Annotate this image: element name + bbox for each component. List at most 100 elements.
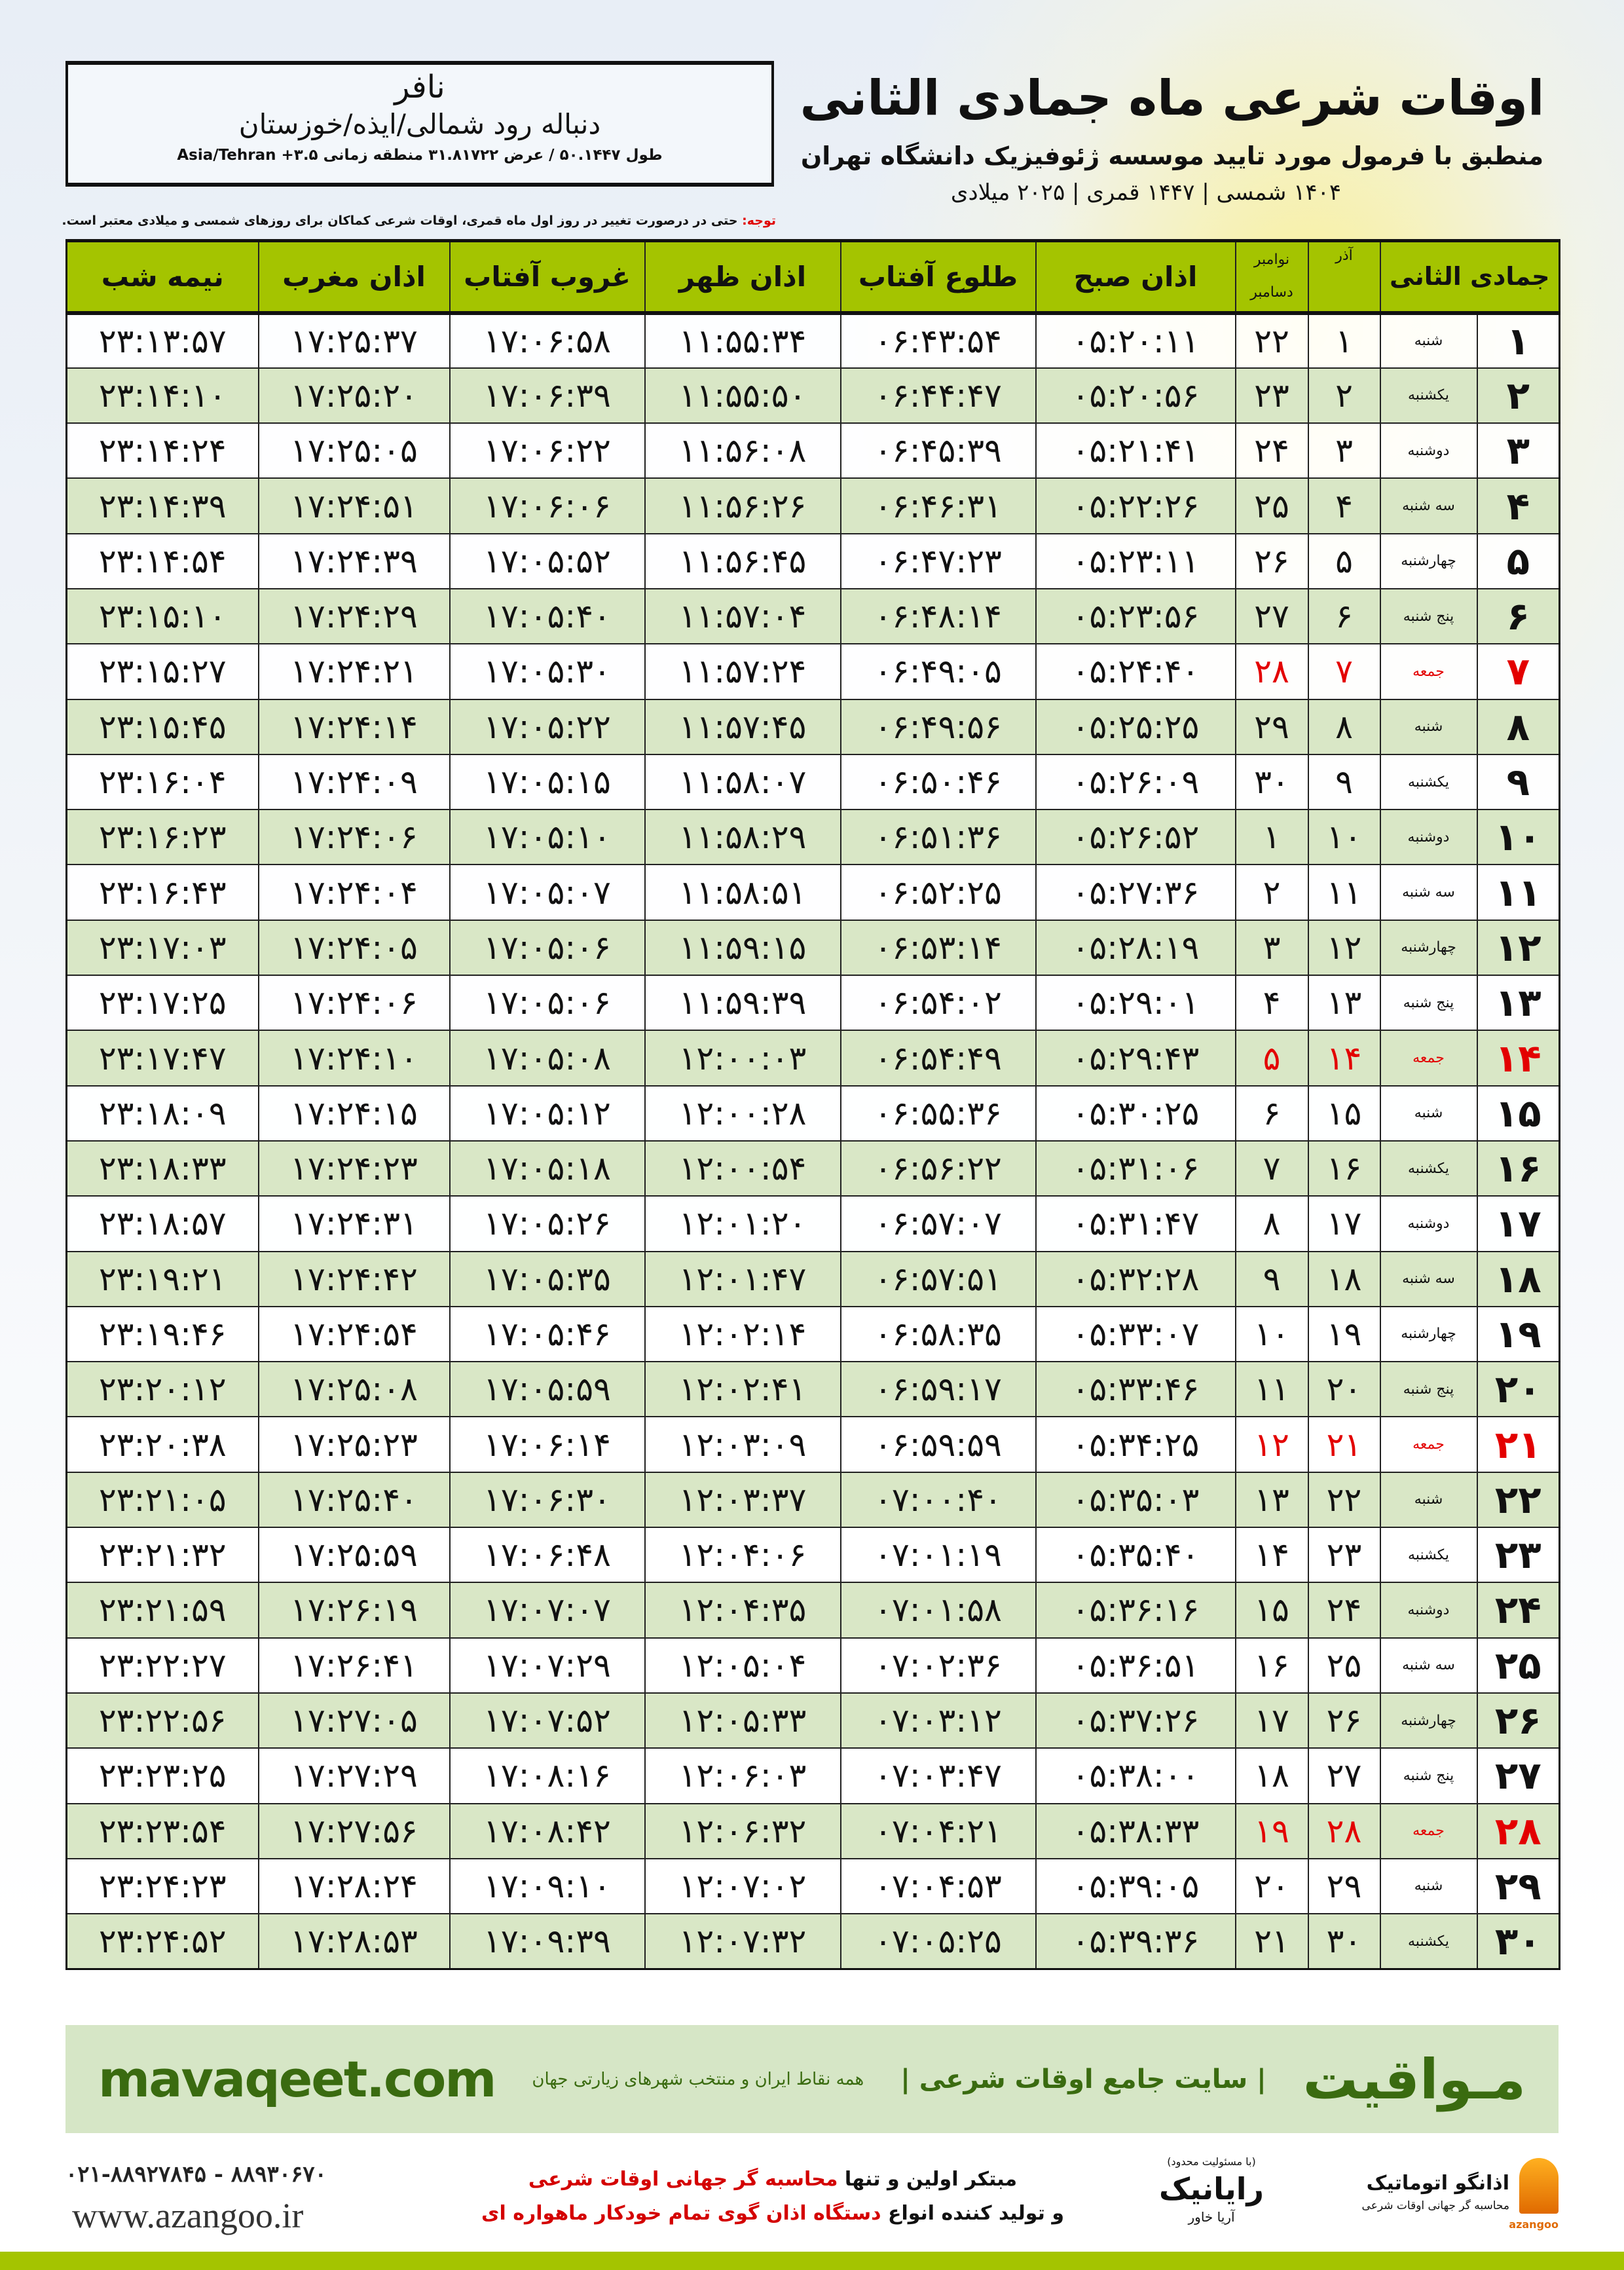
header-zohr: اذان ظهر <box>644 239 841 315</box>
table-row: ۲۵ سه شنبه ۲۵ ۱۶ ۰۵:۳۶:۵۱ ۰۷:۰۲:۳۶ ۱۲:۰۵:۰۴ ۱۷:… <box>65 1637 1560 1694</box>
cell-maghreb: ۱۷:۲۵:۲۰ <box>257 367 451 424</box>
cell-hijri-day: ۶ <box>1476 587 1560 645</box>
cell-zohr: ۱۱:۵۶:۰۸ <box>644 422 841 479</box>
cell-zohr: ۱۱:۵۵:۵۰ <box>644 367 841 424</box>
cell-nimeshab: ۲۳:۱۸:۰۹ <box>65 1085 259 1142</box>
cell-sobh: ۰۵:۳۰:۲۵ <box>1035 1085 1236 1142</box>
cell-weekday: شنبه <box>1379 1085 1478 1142</box>
cell-weekday: شنبه <box>1379 698 1478 755</box>
cell-weekday: پنج شنبه <box>1379 1747 1478 1804</box>
cell-hijri-day: ۱۳ <box>1476 975 1560 1032</box>
cell-azar-day: ۱۹ <box>1307 1305 1381 1363</box>
cell-zohr: ۱۲:۰۴:۰۶ <box>644 1527 841 1584</box>
cell-weekday: چهارشنبه <box>1379 1692 1478 1749</box>
cell-zohr: ۱۱:۵۸:۵۱ <box>644 864 841 921</box>
cell-nimeshab: ۲۳:۱۴:۵۴ <box>65 532 259 589</box>
cell-maghreb: ۱۷:۲۴:۱۰ <box>257 1030 451 1087</box>
rayanik-sub: آریا خاور <box>1188 2209 1235 2225</box>
cell-zohr: ۱۱:۵۷:۲۴ <box>644 643 841 700</box>
cell-ghorub: ۱۷:۰۵:۰۸ <box>449 1030 646 1087</box>
cell-azar-day: ۲۷ <box>1307 1747 1381 1804</box>
cell-tolu: ۰۷:۰۵:۲۵ <box>840 1913 1037 1970</box>
prayer-times-table: جمادی الثانی آذر نوامبر دسامبر اذان صبح ط… <box>65 239 1561 1970</box>
cell-sobh: ۰۵:۳۹:۰۵ <box>1035 1857 1236 1915</box>
pitch-2a: و تولید کننده انواع <box>881 2202 1064 2225</box>
cell-maghreb: ۱۷:۲۶:۱۹ <box>257 1582 451 1639</box>
cell-sobh: ۰۵:۲۳:۵۶ <box>1035 587 1236 645</box>
rayanik-logo: (با مسئولیت محدود) رایانیک آریا خاور <box>1133 2155 1290 2225</box>
table-header: جمادی الثانی آذر نوامبر دسامبر اذان صبح ط… <box>65 239 1560 315</box>
table-row: ۹ یکشنبه ۹ ۳۰ ۰۵:۲۶:۰۹ ۰۶:۵۰:۴۶ ۱۱:۵۸:۰۷ ۱۷:۰۵:… <box>65 753 1560 811</box>
banner-tagline: | سایت جامع اوقات شرعی | <box>900 2064 1266 2094</box>
cell-weekday: چهارشنبه <box>1379 1305 1478 1363</box>
cell-greg-day: ۲ <box>1234 864 1309 921</box>
cell-tolu: ۰۷:۰۱:۱۹ <box>840 1527 1037 1584</box>
cell-nimeshab: ۲۳:۲۳:۵۴ <box>65 1802 259 1859</box>
cell-nimeshab: ۲۳:۲۱:۵۹ <box>65 1582 259 1639</box>
cell-hijri-day: ۹ <box>1476 753 1560 811</box>
cell-ghorub: ۱۷:۰۶:۲۲ <box>449 422 646 479</box>
cell-greg-day: ۱۷ <box>1234 1692 1309 1749</box>
cell-azar-day: ۸ <box>1307 698 1381 755</box>
cell-tolu: ۰۶:۵۹:۱۷ <box>840 1361 1037 1418</box>
cell-ghorub: ۱۷:۰۷:۲۹ <box>449 1637 646 1694</box>
cell-azar-day: ۱۰ <box>1307 809 1381 866</box>
cell-greg-day: ۲۳ <box>1234 367 1309 424</box>
cell-ghorub: ۱۷:۰۶:۳۰ <box>449 1471 646 1529</box>
cell-zohr: ۱۲:۰۷:۰۲ <box>644 1857 841 1915</box>
cell-sobh: ۰۵:۳۱:۰۶ <box>1035 1140 1236 1197</box>
cell-hijri-day: ۲۴ <box>1476 1582 1560 1639</box>
cell-sobh: ۰۵:۲۲:۲۶ <box>1035 477 1236 534</box>
cell-sobh: ۰۵:۳۸:۰۰ <box>1035 1747 1236 1804</box>
cell-ghorub: ۱۷:۰۵:۱۰ <box>449 809 646 866</box>
azangoo-link[interactable]: www.azangoo.ir <box>72 2196 304 2235</box>
cell-hijri-day: ۲۶ <box>1476 1692 1560 1749</box>
cell-maghreb: ۱۷:۲۴:۰۹ <box>257 753 451 811</box>
cell-tolu: ۰۶:۴۶:۳۱ <box>840 477 1037 534</box>
cell-weekday: یکشنبه <box>1379 1140 1478 1197</box>
cell-azar-day: ۲۰ <box>1307 1361 1381 1418</box>
cell-greg-day: ۸ <box>1234 1195 1309 1252</box>
header-maghreb: اذان مغرب <box>257 239 450 315</box>
cell-hijri-day: ۳ <box>1476 422 1560 479</box>
cell-azar-day: ۱۱ <box>1307 864 1381 921</box>
table-row: ۱۱ سه شنبه ۱۱ ۲ ۰۵:۲۷:۳۶ ۰۶:۵۲:۲۵ ۱۱:۵۸:۵۱ ۱۷:۰… <box>65 864 1560 921</box>
cell-hijri-day: ۵ <box>1476 532 1560 589</box>
cell-tolu: ۰۶:۵۸:۳۵ <box>840 1305 1037 1363</box>
cell-greg-day: ۴ <box>1234 975 1309 1032</box>
cell-greg-day: ۱۲ <box>1234 1416 1309 1473</box>
cell-nimeshab: ۲۳:۱۶:۲۳ <box>65 809 259 866</box>
cell-nimeshab: ۲۳:۱۶:۰۴ <box>65 753 259 811</box>
note: توجه: حتی در درصورت تغییر در روز اول ماه… <box>62 214 776 228</box>
cell-nimeshab: ۲۳:۲۰:۱۲ <box>65 1361 259 1418</box>
cell-tolu: ۰۶:۴۵:۳۹ <box>840 422 1037 479</box>
cell-sobh: ۰۵:۳۸:۳۳ <box>1035 1802 1236 1859</box>
note-text: حتی در درصورت تغییر در روز اول ماه قمری،… <box>62 214 743 228</box>
rayanik-small: (با مسئولیت محدود) <box>1167 2155 1256 2168</box>
cell-tolu: ۰۶:۵۴:۰۲ <box>840 975 1037 1032</box>
cell-ghorub: ۱۷:۰۵:۵۹ <box>449 1361 646 1418</box>
cell-nimeshab: ۲۳:۱۶:۴۳ <box>65 864 259 921</box>
cell-azar-day: ۱۲ <box>1307 919 1381 977</box>
cell-weekday: یکشنبه <box>1379 1527 1478 1584</box>
mavaqeet-link[interactable]: mavaqeet.com <box>98 2050 496 2108</box>
cell-nimeshab: ۲۳:۲۱:۳۲ <box>65 1527 259 1584</box>
cell-tolu: ۰۶:۴۸:۱۴ <box>840 587 1037 645</box>
cell-greg-day: ۲۲ <box>1234 312 1309 369</box>
cell-greg-day: ۱۴ <box>1234 1527 1309 1584</box>
cell-zohr: ۱۲:۰۱:۲۰ <box>644 1195 841 1252</box>
table-row: ۱۲ چهارشنبه ۱۲ ۳ ۰۵:۲۸:۱۹ ۰۶:۵۳:۱۴ ۱۱:۵۹:۱۵ ۱۷:… <box>65 919 1560 977</box>
cell-hijri-day: ۲۱ <box>1476 1416 1560 1473</box>
cell-greg-day: ۲۸ <box>1234 643 1309 700</box>
cell-azar-day: ۷ <box>1307 643 1381 700</box>
cell-greg-day: ۲۶ <box>1234 532 1309 589</box>
cell-maghreb: ۱۷:۲۴:۰۴ <box>257 864 451 921</box>
cell-hijri-day: ۸ <box>1476 698 1560 755</box>
cell-weekday: دوشنبه <box>1379 1195 1478 1252</box>
coordinates: طول ۵۰.۱۴۴۷ / عرض ۳۱.۸۱۷۲۲ منطقه زمانی A… <box>177 147 663 164</box>
cell-azar-day: ۵ <box>1307 532 1381 589</box>
cell-greg-day: ۶ <box>1234 1085 1309 1142</box>
cell-tolu: ۰۶:۴۹:۵۶ <box>840 698 1037 755</box>
cell-maghreb: ۱۷:۲۵:۳۷ <box>257 312 451 369</box>
cell-hijri-day: ۷ <box>1476 643 1560 700</box>
